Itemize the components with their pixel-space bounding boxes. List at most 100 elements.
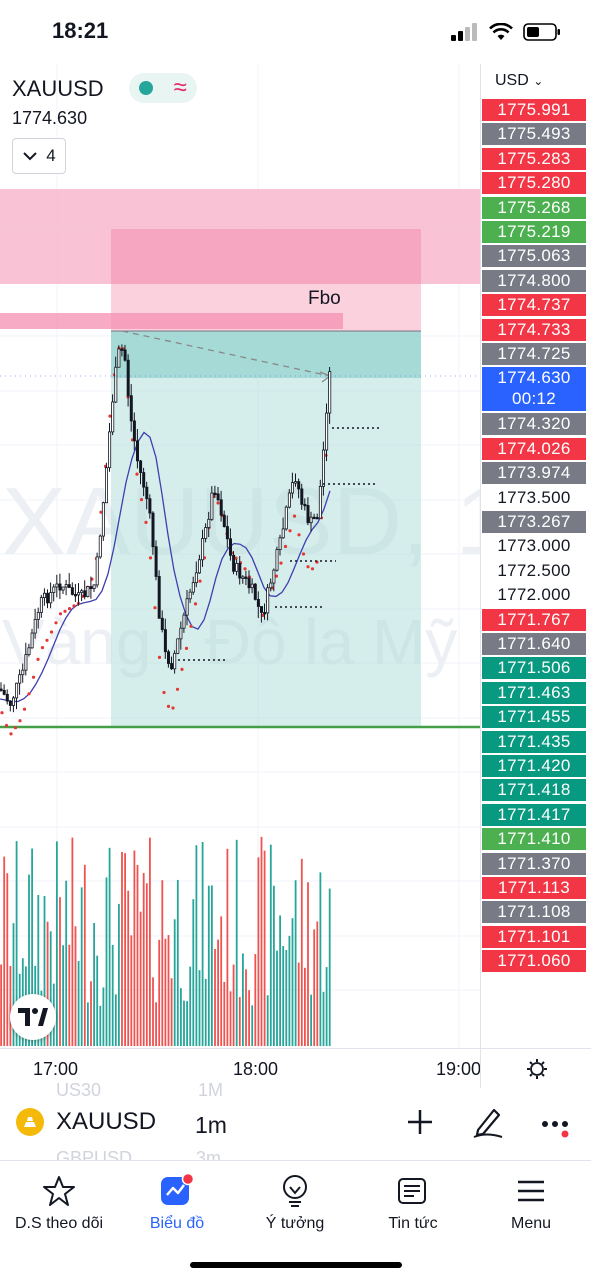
star-icon (43, 1176, 75, 1206)
price-label: 1771.101 (482, 925, 586, 948)
price-label: 1775.219 (482, 221, 586, 243)
bottom-tab-bar: D.S theo dõi Biểu đồ Ý tưởng Tin tức (0, 1160, 591, 1281)
price-label: 1771.640 (482, 633, 586, 655)
tab-label: Biểu đồ (149, 1215, 205, 1232)
tab-label: Tin tức (388, 1215, 438, 1232)
gold-icon (16, 1108, 44, 1136)
drawing-tools-button[interactable] (470, 1104, 506, 1140)
chevron-down-icon (23, 152, 37, 161)
trend-line[interactable] (121, 330, 331, 377)
time-label: 19:00 (436, 1059, 482, 1079)
chart-last-price: 1774.630 (12, 108, 88, 128)
chart-icon (161, 1173, 195, 1205)
reward-zone[interactable] (111, 331, 421, 727)
wifi-icon (489, 23, 513, 40)
price-label: 1771.060 (482, 950, 586, 973)
price-label: 1772.000 (497, 585, 571, 605)
price-label: 1771.506 (482, 657, 586, 680)
tab-label: Ý tưởng (265, 1215, 325, 1232)
status-bar: 18:21 (0, 0, 591, 64)
price-label: 1774.320 (482, 413, 586, 436)
ghost-interval-above: 1M (198, 1080, 224, 1100)
chevron-down-icon: ⌄ (533, 74, 544, 88)
price-label: 1771.418 (482, 779, 586, 802)
tab-chart[interactable]: Biểu đồ (118, 1171, 236, 1233)
bar-countdown: 00:12 (511, 389, 557, 409)
news-icon (398, 1178, 426, 1204)
indicators-toggle-button[interactable]: 4 (12, 138, 66, 174)
price-label: 1774.800 (482, 269, 586, 292)
tab-label: Menu (510, 1215, 552, 1232)
price-label: 1775.493 (482, 123, 586, 146)
tab-ideas[interactable]: Ý tưởng (236, 1171, 354, 1233)
symbol-toolbar: US30 1M GBPUSD 3m XAUUSD 1m (0, 1080, 591, 1168)
time-label: 17:00 (33, 1059, 79, 1079)
price-label: 1771.455 (482, 706, 586, 729)
pen-icon (473, 1108, 503, 1138)
add-button[interactable] (404, 1106, 436, 1138)
price-label: 1773.267 (482, 511, 586, 533)
reward-zone-top (111, 331, 421, 378)
price-label: 1775.063 (482, 245, 586, 268)
plus-icon (408, 1110, 432, 1134)
price-label: 1773.500 (497, 487, 571, 507)
candlestick-series (0, 344, 332, 713)
fbo-zone[interactable] (0, 313, 343, 329)
price-label: 1771.108 (482, 901, 586, 924)
price-label: 1775.280 (482, 172, 586, 195)
interval-selector[interactable]: 1m (195, 1112, 227, 1138)
tab-menu[interactable]: Menu (472, 1171, 590, 1233)
cellular-signal-icon (451, 23, 477, 41)
price-label: 1773.000 (497, 536, 571, 556)
indicator-count: 4 (46, 146, 56, 165)
price-label: 1772.500 (497, 560, 571, 580)
tradingview-logo-icon (18, 1008, 48, 1026)
gear-icon (526, 1059, 547, 1079)
price-label: 1774.733 (482, 318, 586, 341)
chart-symbol-title[interactable]: XAUUSD (12, 76, 104, 101)
price-label: 1771.463 (482, 681, 586, 704)
price-label: 1775.268 (482, 196, 586, 219)
tab-watchlist[interactable]: D.S theo dõi (0, 1171, 118, 1233)
currency-selector[interactable]: USD ⌄ (495, 72, 544, 89)
battery-icon (523, 23, 560, 41)
price-label: 1771.767 (482, 608, 586, 631)
delayed-data-icon: ≈ (173, 74, 187, 101)
price-scale[interactable]: USD ⌄ 1775.991 1775.493 1775.283 1775.280 17… (480, 64, 591, 1048)
fbo-label: Fbo (308, 288, 341, 309)
symbol-selector[interactable]: XAUUSD (16, 1108, 156, 1136)
price-chart[interactable]: XAUUSD, 1 Vàng / Đô la Mỹ Fbo (0, 64, 480, 1048)
level-markers (178, 427, 380, 661)
price-label: 1775.283 (482, 147, 586, 170)
home-indicator (190, 1262, 402, 1268)
price-label: 1775.991 (482, 99, 586, 121)
tab-label: D.S theo dõi (14, 1215, 104, 1232)
price-label: 1771.420 (482, 755, 586, 777)
status-time: 18:21 (52, 18, 109, 43)
price-label: 1771.410 (482, 828, 586, 851)
price-label: 1771.435 (482, 730, 586, 753)
symbol-name: XAUUSD (56, 1108, 157, 1135)
chart-settings-button[interactable] (480, 1049, 591, 1089)
time-label: 18:00 (233, 1059, 279, 1079)
time-scale[interactable]: 17:00 18:00 19:00 (0, 1048, 591, 1089)
price-label: 1774.630 00:12 (482, 367, 586, 412)
price-label: 1771.113 (482, 877, 586, 899)
market-open-dot-icon (139, 81, 154, 95)
chart-pane[interactable]: XAUUSD, 1 Vàng / Đô la Mỹ Fbo (0, 64, 480, 1048)
more-options-button[interactable] (540, 1110, 572, 1140)
price-label: 1774.026 (482, 437, 586, 460)
hamburger-icon (518, 1180, 544, 1202)
ghost-symbol-above: US30 (56, 1080, 102, 1100)
tab-news[interactable]: Tin tức (354, 1171, 472, 1233)
market-status-badge[interactable]: ≈ (129, 73, 197, 103)
price-label: 1771.417 (482, 803, 586, 826)
more-dots-icon (542, 1121, 569, 1138)
price-label: 1773.974 (482, 462, 586, 485)
lightbulb-icon (283, 1175, 307, 1207)
price-label: 1774.725 (482, 343, 586, 365)
price-label: 1774.737 (482, 294, 586, 317)
moving-average-line (0, 431, 331, 703)
tradingview-logo[interactable] (10, 994, 56, 1040)
price-label: 1771.370 (482, 852, 586, 875)
